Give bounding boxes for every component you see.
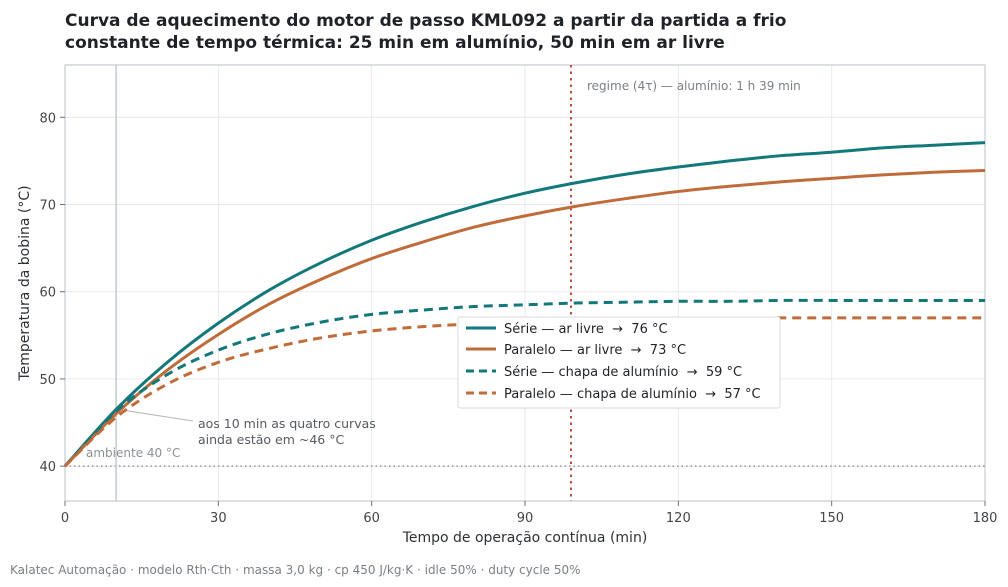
y-axis-label: Temperatura da bobina (°C) <box>17 185 33 381</box>
regime-label: regime (4τ) — alumínio: 1 h 39 min <box>587 79 801 93</box>
x-tick-label: 90 <box>517 511 534 526</box>
x-tick-label: 60 <box>363 511 380 526</box>
axis-ticks: 0 30 60 90 120 150 180 40 50 60 70 80 <box>39 111 997 526</box>
marker-annotation-line2: ainda estão em ~46 °C <box>198 432 344 447</box>
legend-label-paralelo-aluminio: Paralelo — chapa de alumínio → 57 °C <box>504 387 761 402</box>
y-tick-label: 50 <box>39 373 56 388</box>
ambient-label: ambiente 40 °C <box>86 446 180 460</box>
legend-label-paralelo-ar: Paralelo — ar livre → 73 °C <box>504 343 686 358</box>
y-tick-label: 80 <box>39 111 56 126</box>
chart-title: Curva de aquecimento do motor de passo K… <box>65 11 787 31</box>
series-line-0 <box>63 141 986 468</box>
chart-title-block: Curva de aquecimento do motor de passo K… <box>65 10 786 54</box>
x-tick-label: 120 <box>666 511 691 526</box>
legend-box <box>457 316 781 409</box>
x-tick-label: 30 <box>210 511 227 526</box>
chart-footer: Kalatec Automação · modelo Rth·Cth · mas… <box>10 563 581 577</box>
x-tick-label: 0 <box>61 511 69 526</box>
y-tick-label: 70 <box>39 199 56 214</box>
x-tick-label: 150 <box>819 511 844 526</box>
legend-label-serie-aluminio: Série — chapa de alumínio → 59 °C <box>504 365 742 380</box>
legend: Série — ar livre → 76 °C Paralelo — ar l… <box>457 316 781 409</box>
y-tick-label: 60 <box>39 286 56 301</box>
marker-leader-line <box>118 408 194 422</box>
marker-annotation-line1: aos 10 min as quatro curvas <box>198 416 376 431</box>
legend-label-serie-ar: Série — ar livre → 76 °C <box>504 322 668 337</box>
reference-lines <box>65 65 985 501</box>
x-axis-label: Tempo de operação contínua (min) <box>402 530 648 546</box>
chart-subtitle: constante de tempo térmica: 25 min em al… <box>65 33 725 53</box>
x-tick-label: 180 <box>973 511 998 526</box>
series-line-1 <box>63 169 986 468</box>
series-line-2 <box>63 298 985 468</box>
y-tick-label: 40 <box>39 460 56 475</box>
